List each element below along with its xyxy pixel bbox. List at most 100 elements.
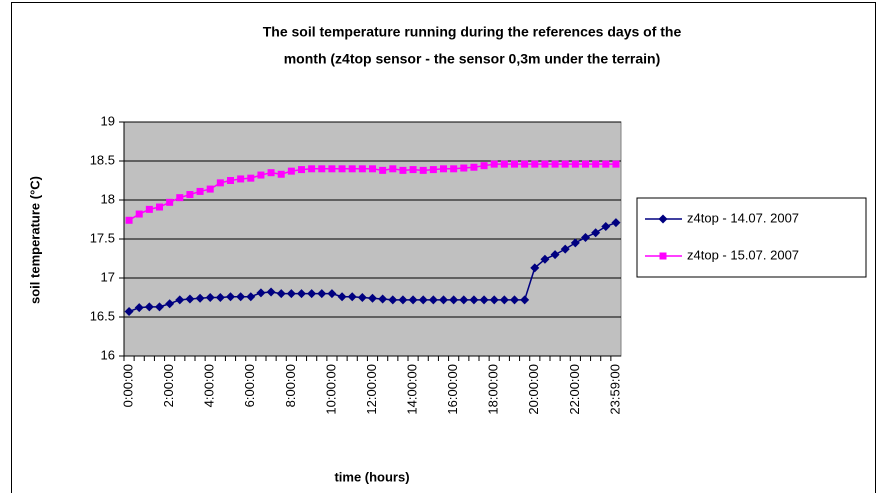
data-point	[531, 160, 539, 168]
data-point	[256, 288, 266, 298]
y-tick-label: 18.5	[90, 152, 115, 167]
data-point	[540, 254, 550, 264]
data-point	[145, 205, 153, 213]
data-point	[317, 289, 327, 299]
data-point	[418, 295, 428, 305]
data-point	[276, 289, 286, 299]
legend-box	[636, 197, 867, 278]
data-point	[379, 166, 387, 174]
data-point	[490, 160, 498, 168]
data-point	[409, 166, 417, 174]
data-point	[308, 165, 316, 173]
data-point	[124, 307, 134, 317]
x-tick-label: 23:59:00	[607, 364, 622, 415]
data-point	[449, 295, 459, 305]
data-point	[307, 289, 317, 299]
data-point	[176, 194, 184, 202]
data-point	[247, 174, 255, 182]
x-tick-label: 16:00:00	[445, 364, 460, 415]
x-tick-label: 2:00:00	[161, 364, 176, 407]
data-point	[369, 165, 376, 173]
data-point	[398, 295, 408, 305]
data-point	[368, 293, 377, 303]
data-point	[236, 292, 246, 302]
data-point	[318, 165, 326, 173]
data-point	[216, 179, 224, 187]
legend-marker	[659, 252, 667, 260]
x-tick-label: 12:00:00	[364, 364, 379, 415]
data-point	[570, 238, 580, 248]
data-point	[358, 165, 366, 173]
data-point	[511, 160, 518, 168]
data-point	[389, 165, 397, 173]
data-point	[541, 160, 549, 168]
x-tick-label: 20:00:00	[526, 364, 541, 415]
data-point	[297, 289, 306, 299]
data-point	[287, 167, 295, 175]
chart-title: The soil temperature running during the …	[263, 24, 682, 40]
data-point	[551, 160, 559, 168]
data-point	[602, 160, 610, 168]
data-point	[460, 164, 468, 172]
data-point	[165, 299, 175, 309]
data-point	[337, 292, 347, 302]
data-point	[215, 293, 225, 302]
x-tick-label: 18:00:00	[486, 364, 501, 415]
data-point	[267, 169, 275, 177]
data-point	[286, 289, 296, 299]
y-tick-label: 17	[101, 269, 115, 284]
data-point	[166, 198, 174, 206]
data-point	[277, 170, 285, 178]
data-point	[388, 295, 398, 305]
legend-label: z4top - 14.07. 2007	[687, 210, 799, 225]
data-point	[561, 160, 569, 168]
data-point	[408, 295, 418, 305]
data-point	[419, 166, 427, 174]
data-point	[134, 303, 144, 313]
data-point	[237, 175, 245, 183]
data-point	[469, 295, 479, 305]
data-point	[520, 295, 530, 305]
data-point	[399, 166, 407, 174]
data-point	[186, 191, 194, 199]
data-point	[510, 295, 519, 305]
data-point	[479, 295, 489, 305]
chart-title: month (z4top sensor - the sensor 0,3m un…	[284, 51, 661, 67]
data-point	[327, 289, 337, 299]
data-point	[521, 160, 529, 168]
x-tick-label: 10:00:00	[323, 364, 338, 415]
data-point	[156, 203, 163, 211]
data-point	[196, 187, 204, 195]
data-point	[591, 228, 601, 238]
data-point	[125, 216, 133, 224]
data-point	[480, 162, 488, 170]
x-tick-label: 6:00:00	[242, 364, 257, 407]
x-tick-label: 14:00:00	[405, 364, 420, 415]
data-point	[205, 293, 215, 302]
data-point	[459, 295, 469, 305]
y-axis-title: soil temperature (°C)	[27, 176, 42, 304]
legend-label: z4top - 15.07. 2007	[687, 247, 799, 262]
data-point	[347, 292, 357, 302]
data-point	[155, 302, 164, 312]
data-point	[175, 295, 185, 305]
data-point	[338, 165, 346, 173]
data-point	[611, 218, 621, 228]
data-point	[185, 294, 195, 304]
data-point	[257, 171, 265, 179]
data-point	[206, 185, 214, 193]
data-point	[500, 160, 508, 168]
x-axis-title: time (hours)	[334, 469, 409, 484]
data-point	[470, 163, 478, 171]
data-point	[612, 160, 620, 168]
x-tick-label: 4:00:00	[202, 364, 217, 407]
data-point	[195, 293, 205, 303]
data-point	[571, 160, 579, 168]
data-point	[246, 292, 256, 302]
data-point	[439, 295, 448, 305]
data-point	[348, 165, 356, 173]
data-point	[328, 165, 336, 173]
data-point	[266, 287, 276, 297]
data-point	[489, 295, 499, 305]
